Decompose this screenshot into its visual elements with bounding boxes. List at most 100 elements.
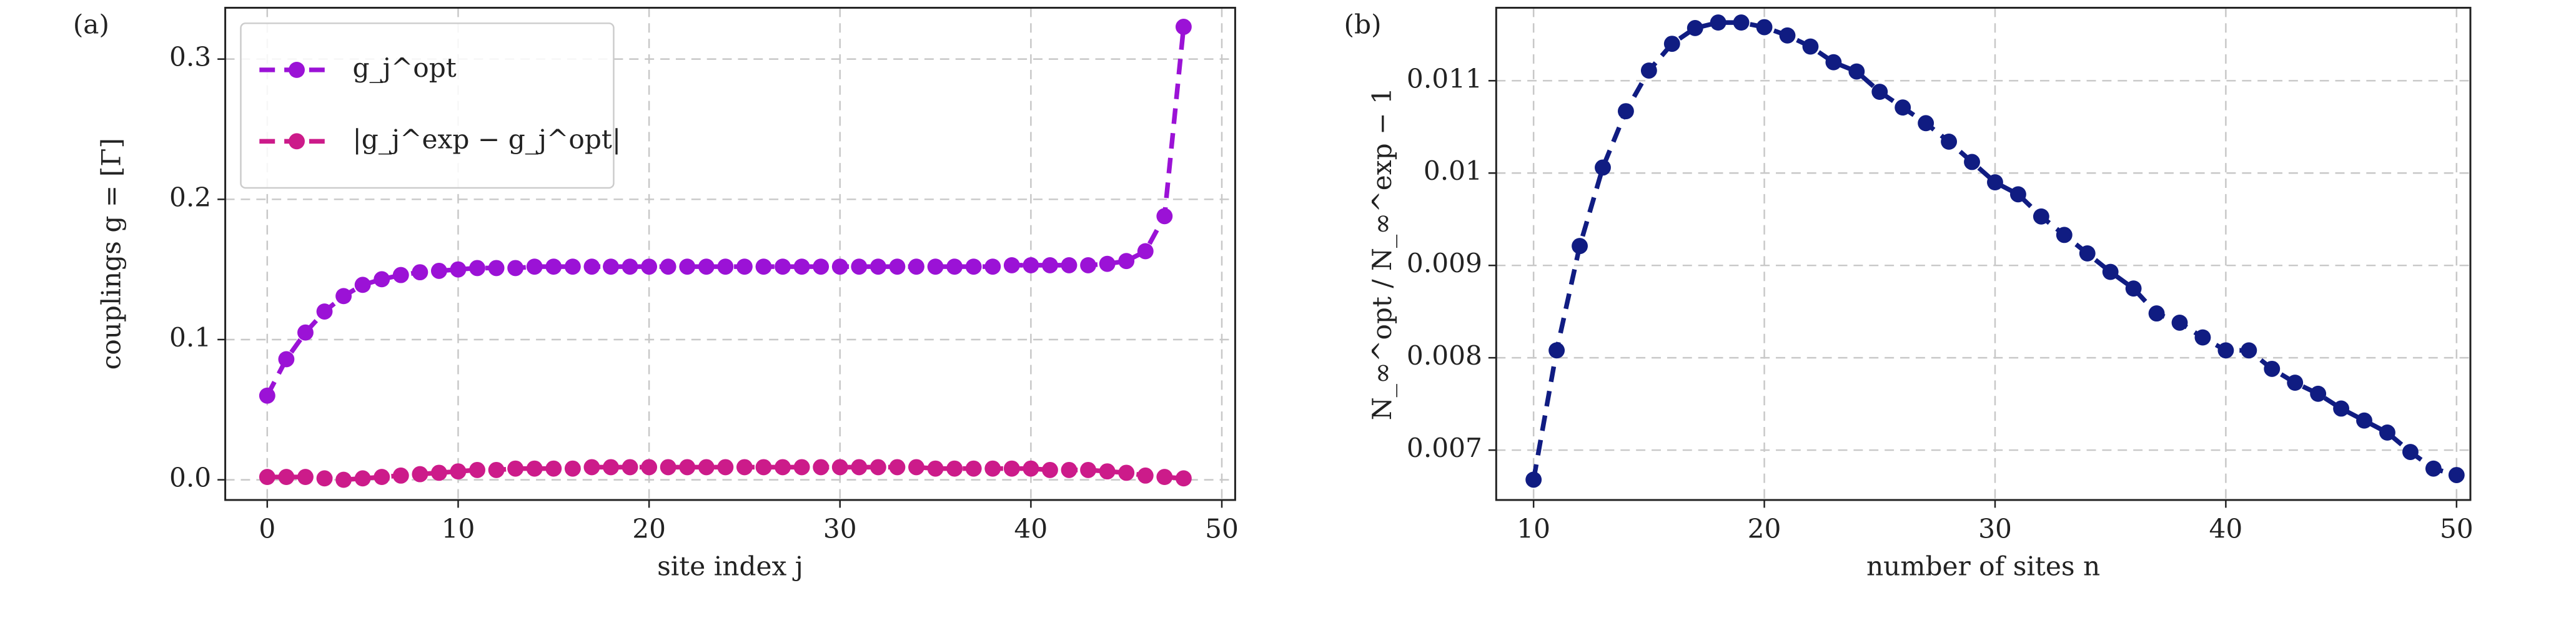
data-point [1848,63,1865,80]
data-point [813,459,830,476]
data-point [2425,460,2442,477]
x-tick-label: 20 [1748,514,1781,544]
legend-label: |g_j^exp − g_j^opt| [353,124,622,154]
data-point [1964,154,1980,170]
data-point [1640,62,1657,79]
series-line [1531,20,2457,481]
data-point [1525,471,1542,488]
data-point [641,258,658,275]
legend-box [240,22,615,189]
data-point [1987,174,2003,190]
x-tick-label: 50 [1205,514,1239,544]
x-tick-label: 30 [823,514,857,544]
y-tick-label: 0.008 [1407,340,1482,371]
data-point [851,459,868,476]
data-point [2310,385,2327,402]
data-point [946,258,963,275]
data-point [412,466,429,483]
data-point [775,258,791,275]
data-point [545,460,562,477]
data-point [1099,255,1116,272]
data-point [927,258,944,275]
data-point [1663,36,1680,52]
x-tick-label: 30 [1978,514,2012,544]
data-point [1779,27,1796,44]
data-point [1137,467,1154,484]
data-point [2148,305,2165,322]
y-tick-label: 0.009 [1407,248,1482,278]
y-tick-label: 0.011 [1407,63,1482,94]
y-tick-label: 0.1 [169,322,211,353]
data-point [2287,375,2304,391]
data-point [526,258,543,275]
data-point [335,288,352,305]
data-point [793,258,810,275]
data-point [1023,460,1039,477]
y-tick-label: 0.3 [169,42,211,72]
data-point [2356,412,2372,429]
data-point [297,469,314,486]
y-axis-label: N_∞^opt / N_∞^exp − 1 [1367,87,1397,420]
data-point [622,459,638,476]
data-point [316,470,333,487]
plot-frame [224,6,1236,501]
data-point [564,258,581,275]
data-point [1003,460,1020,477]
data-point [507,460,524,477]
data-point [316,303,333,320]
data-point [1080,257,1097,273]
data-point [469,461,485,478]
data-point [717,459,734,476]
data-point [927,460,944,477]
data-point [450,463,467,480]
data-point [831,459,848,476]
data-point [603,258,619,275]
data-point [2125,280,2142,297]
data-point [736,459,753,476]
data-point [1548,342,1565,359]
data-point [1175,19,1192,35]
y-tick-label: 0.007 [1407,433,1482,463]
legend-marker [289,133,305,150]
data-point [1756,19,1773,36]
data-point [1595,159,1611,176]
x-tick-label: 0 [259,514,275,544]
data-point [583,459,600,476]
data-point [2171,314,2188,331]
data-point [507,260,524,277]
data-point [908,459,924,476]
y-tick-label: 0.0 [169,463,211,493]
data-point [1023,257,1039,273]
x-tick-label: 40 [1014,514,1048,544]
data-point [469,260,485,277]
data-point [1710,14,1726,31]
data-point [392,467,409,484]
data-point [1156,469,1173,486]
data-point [374,271,390,288]
data-point [603,459,619,476]
data-point [2009,186,2026,203]
data-point [259,469,275,486]
y-axis-label: couplings g = [Γ] [96,138,126,370]
data-point [354,470,371,487]
data-point [2079,245,2096,262]
data-point [755,459,772,476]
data-point [2264,360,2281,377]
data-point [2217,342,2234,359]
data-point [2448,467,2465,483]
data-point [851,258,868,275]
data-point [984,258,1001,275]
data-point [1895,99,1911,116]
data-point [984,460,1001,477]
data-point [374,469,390,486]
data-point [488,461,505,478]
data-point [698,459,715,476]
x-tick-label: 20 [632,514,666,544]
data-point [354,277,371,293]
plot-frame [1495,6,2472,501]
data-point [869,459,886,476]
data-point [717,258,734,275]
data-point [889,258,906,275]
